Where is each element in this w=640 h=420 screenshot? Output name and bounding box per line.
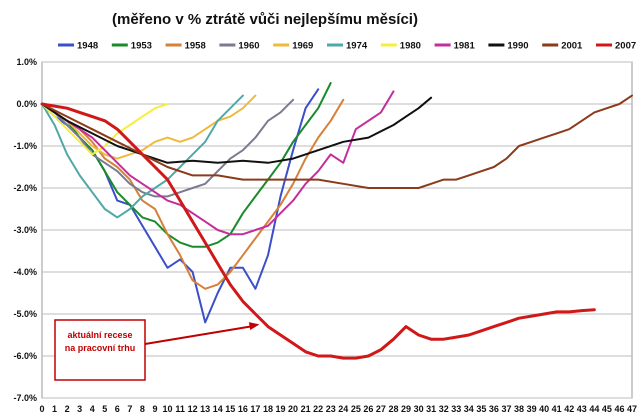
x-tick-label: 16 [238, 404, 248, 414]
x-tick-label: 35 [476, 404, 486, 414]
x-tick-label: 21 [301, 404, 311, 414]
legend-label-1958: 1958 [185, 41, 206, 52]
series-line-1953 [41, 82, 332, 248]
x-tick-label: 32 [439, 404, 449, 414]
x-tick-label: 9 [152, 404, 157, 414]
legend-label-1953: 1953 [131, 41, 152, 52]
x-tick-label: 42 [564, 404, 574, 414]
y-tick-label: -1.0% [13, 141, 37, 151]
legend-label-1969: 1969 [292, 41, 313, 52]
y-tick-label: -5.0% [13, 309, 37, 319]
x-tick-label: 13 [200, 404, 210, 414]
x-tick-label: 25 [351, 404, 361, 414]
series-line-2007 [40, 102, 596, 360]
series-line-1974 [41, 94, 244, 219]
x-tick-label: 40 [539, 404, 549, 414]
chart-title: (měřeno v % ztrátě vůči nejlepšímu měsíc… [112, 11, 418, 28]
series-line-1990 [41, 96, 433, 164]
y-tick-label: 0.0% [16, 99, 37, 109]
series-line-1960 [41, 98, 295, 198]
x-tick-label: 26 [363, 404, 373, 414]
annotation-arrow [144, 325, 252, 345]
x-tick-label: 24 [338, 404, 348, 414]
x-tick-label: 10 [163, 404, 173, 414]
y-tick-label: -4.0% [13, 267, 37, 277]
x-tick-label: 4 [90, 404, 95, 414]
annotation-text: aktuální recese [67, 330, 132, 340]
annotation-arrowhead [248, 322, 260, 331]
x-tick-label: 7 [127, 404, 132, 414]
x-tick-label: 14 [213, 404, 223, 414]
x-axis: 0 1 2 3 4 5 6 7 8 9 10 11 12 13 14 15 16 17 18 19 20 21 22 23 24… [39, 404, 637, 414]
x-tick-label: 15 [225, 404, 235, 414]
series-line-1958 [41, 98, 345, 290]
x-tick-label: 39 [527, 404, 537, 414]
y-axis: 1.0% 0.0% -1.0% -2.0% -3.0% -4.0% -5.0% -6.0% -7… [13, 57, 37, 403]
x-tick-label: 0 [39, 404, 44, 414]
x-tick-label: 38 [514, 404, 524, 414]
x-tick-label: 29 [401, 404, 411, 414]
x-tick-label: 37 [501, 404, 511, 414]
x-tick-label: 33 [451, 404, 461, 414]
series-line-2001 [41, 94, 633, 189]
x-tick-label: 47 [627, 404, 637, 414]
annotation: aktuální recese na pracovní trhu [54, 319, 260, 381]
x-tick-label: 11 [175, 404, 185, 414]
x-tick-label: 6 [115, 404, 120, 414]
legend-label-1948: 1948 [77, 41, 98, 52]
legend-label-1980: 1980 [400, 41, 421, 52]
x-tick-label: 41 [552, 404, 562, 414]
x-tick-label: 43 [577, 404, 587, 414]
x-tick-label: 22 [313, 404, 323, 414]
legend-label-2007: 2007 [615, 41, 636, 52]
x-tick-label: 3 [77, 404, 82, 414]
y-tick-label: 1.0% [16, 57, 37, 67]
x-tick-label: 5 [102, 404, 107, 414]
x-tick-label: 30 [414, 404, 424, 414]
legend-label-1990: 1990 [507, 41, 528, 52]
x-tick-label: 46 [614, 404, 624, 414]
legend: 1948 1953 1958 1960 1969 1974 1980 1981 1990 2001… [58, 41, 636, 52]
x-tick-label: 27 [376, 404, 386, 414]
series-line-1981 [41, 90, 395, 236]
y-tick-label: -2.0% [13, 183, 37, 193]
x-tick-label: 12 [188, 404, 198, 414]
annotation-text: na pracovní trhu [65, 343, 136, 353]
x-tick-label: 2 [65, 404, 70, 414]
legend-label-2001: 2001 [561, 41, 583, 52]
x-tick-label: 45 [602, 404, 612, 414]
series-line-1980 [41, 103, 169, 156]
x-tick-label: 34 [464, 404, 474, 414]
y-tick-label: -3.0% [13, 225, 37, 235]
x-tick-label: 20 [288, 404, 298, 414]
x-tick-label: 17 [250, 404, 260, 414]
annotation-box [54, 319, 146, 381]
x-tick-label: 36 [489, 404, 499, 414]
legend-label-1981: 1981 [454, 41, 476, 52]
legend-label-1960: 1960 [238, 41, 259, 52]
legend-label-1974: 1974 [346, 41, 368, 52]
series-group [40, 82, 633, 360]
x-tick-label: 19 [276, 404, 286, 414]
x-tick-label: 44 [589, 404, 599, 414]
x-tick-label: 31 [426, 404, 436, 414]
x-tick-label: 1 [52, 404, 57, 414]
x-tick-label: 23 [326, 404, 336, 414]
x-tick-label: 8 [140, 404, 145, 414]
y-tick-label: -7.0% [13, 393, 37, 403]
y-tick-label: -6.0% [13, 351, 37, 361]
x-tick-label: 18 [263, 404, 273, 414]
x-tick-label: 28 [388, 404, 398, 414]
